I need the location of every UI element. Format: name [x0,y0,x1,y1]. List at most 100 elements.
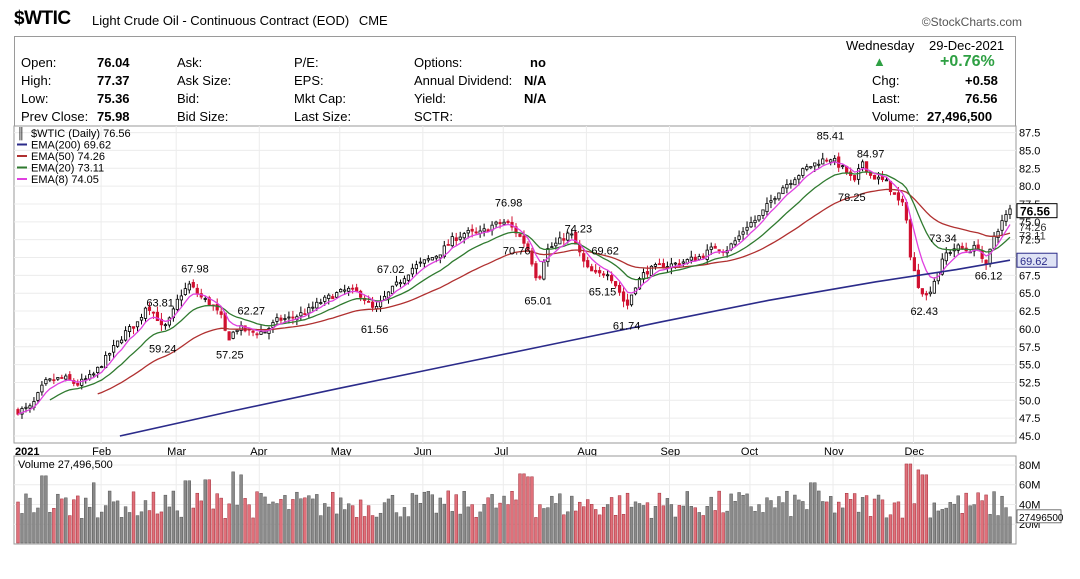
candle-body [1008,208,1012,215]
volume-bar [490,494,494,544]
candle-body [948,252,952,254]
price-annotation: 62.27 [237,305,265,317]
brand[interactable]: ©StockCharts.com [922,15,1022,29]
candle-body [833,157,837,162]
volume-bar [446,490,450,544]
candle-body [689,256,693,261]
candle-body [494,221,498,225]
price-annotation: 84.97 [857,148,885,160]
volume-last-tag: 27496500 [1019,513,1064,524]
candle-body [653,264,658,267]
value-tag: 74.26 [1019,222,1047,234]
volume-bar [586,499,590,544]
candle-body [629,294,634,306]
y-tick-label: 87.5 [1019,128,1040,140]
candle-body [697,256,701,260]
x-tick-label: Mar [167,446,186,458]
volume-bar [1004,507,1008,544]
day-of-week: Wednesday [846,38,915,53]
candle-body [474,231,478,234]
candle-body [24,406,28,409]
candle-body [940,258,944,275]
x-tick-label: Feb [92,446,111,458]
y-tick-label: 45.0 [1019,431,1040,443]
volume-bar [458,513,462,544]
volume-bar [689,506,693,544]
volume-tick-label: 40M [1019,499,1040,511]
price-annotation: 63.81 [146,297,174,309]
volume-bar [291,499,295,544]
volume-bar [653,506,658,544]
candle-body [100,366,104,369]
volume-bar [717,490,721,544]
candle-body [992,235,996,249]
up-arrow-icon: ▲ [873,54,886,69]
volume-bar [809,482,813,544]
candle-body [693,256,697,261]
candle-body [343,289,347,292]
volume-bar [566,511,570,544]
volume-bar [84,497,88,544]
candle-body [307,307,311,314]
candle-body [44,379,48,385]
candle-body [48,378,52,381]
open-label: Open: [21,55,57,70]
x-tick-label: Dec [904,446,924,458]
volume-bar [681,505,685,544]
volume-bar [96,517,100,544]
volume-bar [147,510,152,544]
candle-body [339,289,343,293]
candle-body [410,267,415,275]
volume-bar [335,513,339,544]
candle-body [586,260,590,268]
candle-body [215,303,219,311]
volume-bar [936,510,940,544]
volume-bar [829,496,833,544]
candle-body [219,311,223,315]
volume-bar [386,498,391,544]
candle-body [582,253,586,262]
candle-body [323,296,327,302]
volume-bar [115,500,120,544]
volume-bar [343,509,347,544]
candle-body [789,183,793,185]
volume-bar [227,503,231,544]
volume-bar [20,513,24,544]
volume-bar [159,511,164,544]
candle-body [139,317,144,321]
value-tag: 73.11 [1019,230,1046,242]
candle-body [538,276,542,279]
candle-body [366,300,371,303]
candle-body [191,282,195,288]
volume-bar [928,517,932,544]
candle-body [291,316,295,319]
volume-bar [394,512,399,544]
volume-bar [402,507,407,544]
ask-size-label: Ask Size: [177,73,232,88]
volume-bar [319,515,323,544]
candle-body [422,259,426,264]
volume-bar [972,504,976,544]
volume-label: Volume: [872,109,919,124]
volume-bar [554,503,558,544]
candle-body [299,312,303,317]
candle-body [470,228,474,232]
volume-bar [303,497,307,544]
candle-body [550,246,554,249]
volume-bar [88,506,92,544]
volume-bar [769,500,773,544]
volume-bar [406,516,411,544]
volume-bar [68,515,72,544]
candle-body [16,409,20,415]
y-tick-label: 85.0 [1019,145,1040,157]
candle-body [805,166,809,170]
volume-bar [44,475,48,544]
volume-bar [825,501,829,544]
candle-body [406,274,411,281]
candle-body [594,269,598,273]
candle-body [562,238,566,241]
candle-body [896,192,901,201]
volume-bar [175,510,180,544]
volume-bar [378,512,383,544]
